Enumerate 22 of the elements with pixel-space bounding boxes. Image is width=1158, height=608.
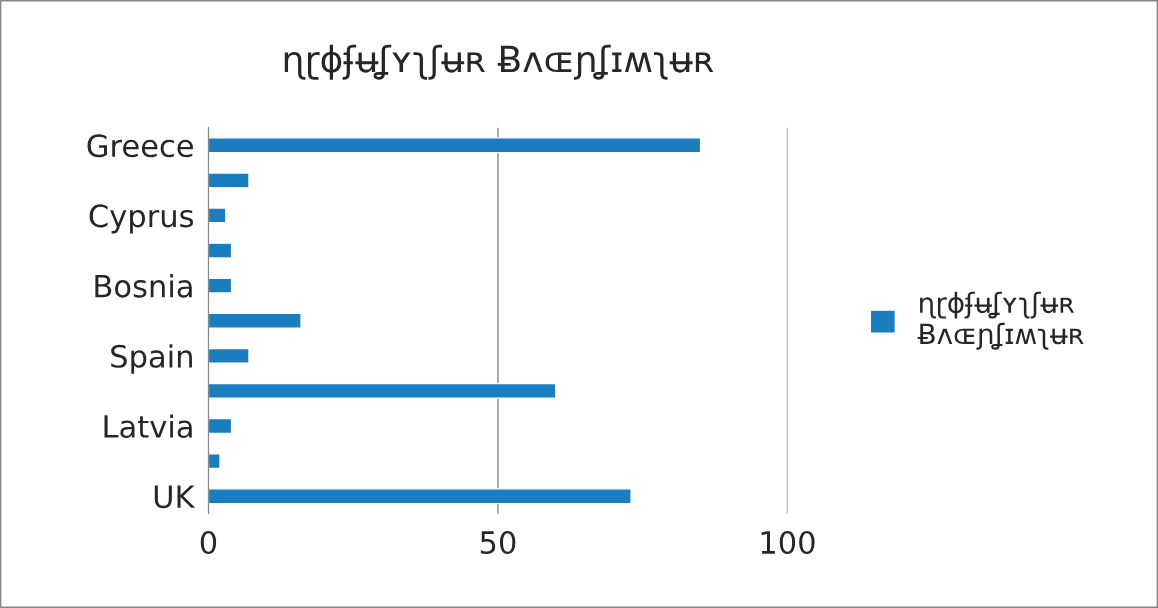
bar	[208, 242, 233, 259]
x-tick-label: 50	[480, 530, 516, 555]
chart-title: ɳɽɸʄʉʆʏʅʃʉʀ Ƀʌɶɲʆɪʍʅʉʀ	[284, 44, 714, 80]
bar	[208, 277, 233, 294]
x-tick-label: 0	[200, 530, 217, 555]
bar	[208, 312, 302, 329]
bar	[208, 172, 250, 189]
bar	[208, 382, 557, 399]
y-tick-label: Latvia	[104, 414, 192, 439]
x-tick-label: 100	[761, 530, 815, 555]
y-tick-label: UK	[154, 485, 196, 509]
bar	[208, 347, 250, 364]
y-tick-label: Cyprus	[89, 204, 194, 234]
bar	[208, 488, 632, 505]
y-tick-label: Spain	[111, 344, 192, 374]
y-tick-label: Greece	[87, 134, 193, 158]
legend-label: ɳɽɸʄʉʆʏʅʃʉʀ Ƀʌɶɲʆɪʍʅʉʀ	[917, 291, 1084, 350]
bar	[208, 137, 702, 154]
y-tick-label: Bosnia	[95, 274, 192, 298]
bar	[208, 417, 233, 435]
bar	[208, 207, 227, 224]
bar	[208, 453, 221, 470]
